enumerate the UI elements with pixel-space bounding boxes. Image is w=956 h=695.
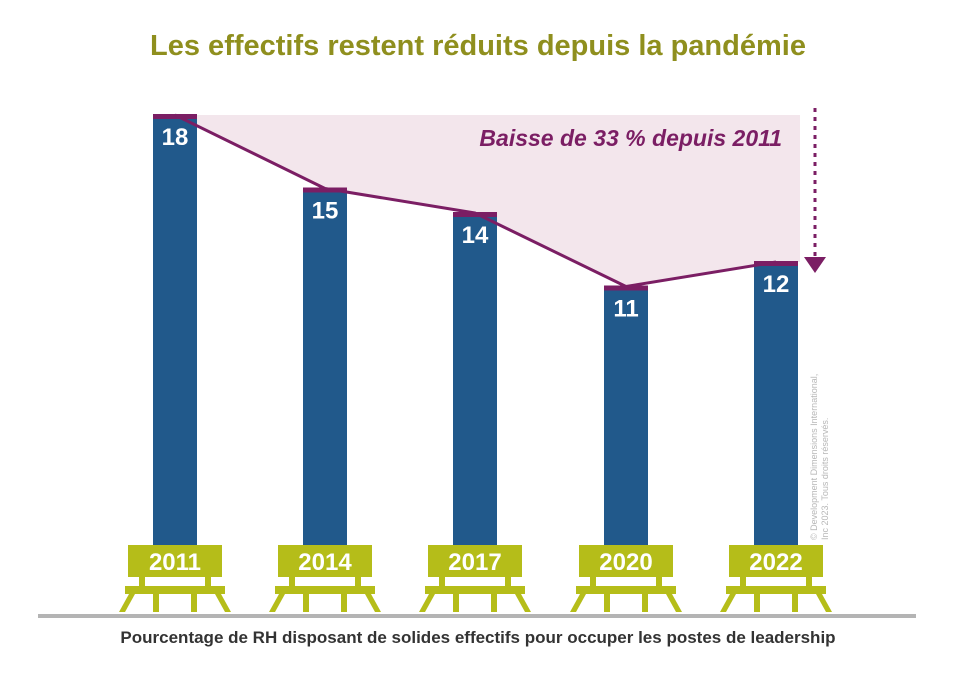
bench-leg	[666, 594, 682, 612]
bench-leg	[720, 594, 736, 612]
bench-backrest	[428, 545, 522, 577]
bench-post	[139, 577, 145, 586]
value-label-2011: 18	[162, 124, 189, 151]
bench-leg	[303, 594, 309, 612]
bench-post	[740, 577, 746, 586]
copyright-line: Inc 2023. Tous droits réservés.	[820, 418, 830, 540]
bar-2011	[153, 115, 197, 556]
bench-leg	[153, 594, 159, 612]
bench-post	[439, 577, 445, 586]
bench-backrest	[278, 545, 372, 577]
bench-2020: 2020	[570, 545, 682, 612]
bench-leg	[215, 594, 231, 612]
bench-backrest	[579, 545, 673, 577]
bench-post	[656, 577, 662, 586]
value-label-2022: 12	[763, 271, 790, 298]
baseline	[38, 614, 916, 618]
bench-leg	[604, 594, 610, 612]
bench-leg	[570, 594, 586, 612]
year-label-2022: 2022	[749, 549, 802, 576]
bench-2017: 2017	[419, 545, 531, 612]
bench-2011: 2011	[119, 545, 231, 612]
bench-backrest	[128, 545, 222, 577]
value-label-2014: 15	[312, 198, 339, 225]
bar-2017	[453, 213, 497, 556]
bench-backrest	[729, 545, 823, 577]
drop-arrow-head	[804, 257, 826, 273]
year-label-2011: 2011	[149, 549, 201, 576]
bench-post	[590, 577, 596, 586]
bench-leg	[453, 594, 459, 612]
copyright-note: © Development Dimensions International, I…	[809, 374, 830, 540]
copyright-line: © Development Dimensions International,	[809, 374, 819, 540]
bar-2014	[303, 188, 347, 556]
bench-leg	[269, 594, 285, 612]
bench-seat	[726, 586, 826, 594]
bench-post	[289, 577, 295, 586]
bench-leg	[419, 594, 435, 612]
bench-leg	[515, 594, 531, 612]
year-label-2020: 2020	[599, 549, 652, 576]
bench-leg	[341, 594, 347, 612]
year-label-2017: 2017	[448, 549, 501, 576]
bench-leg	[792, 594, 798, 612]
bench-2014: 2014	[269, 545, 381, 612]
bench-leg	[191, 594, 197, 612]
bar-2020	[604, 286, 648, 556]
value-label-2020: 11	[613, 296, 638, 323]
bench-leg	[754, 594, 760, 612]
bench-leg	[491, 594, 497, 612]
chart-x-label: Pourcentage de RH disposant de solides e…	[120, 628, 836, 647]
bench-leg	[642, 594, 648, 612]
trend-shaded-area	[175, 115, 800, 287]
bench-2022: 2022	[720, 545, 832, 612]
trend-line	[174, 113, 777, 288]
bench-seat	[425, 586, 525, 594]
bench-leg	[816, 594, 832, 612]
bench-seat	[125, 586, 225, 594]
bar-2022	[754, 262, 798, 556]
value-label-2017: 14	[462, 222, 489, 249]
bench-seat	[576, 586, 676, 594]
drop-annotation: Baisse de 33 % depuis 2011	[479, 125, 782, 151]
bench-post	[505, 577, 511, 586]
bench-leg	[365, 594, 381, 612]
bench-post	[806, 577, 812, 586]
bench-post	[205, 577, 211, 586]
bench-post	[355, 577, 361, 586]
year-label-2014: 2014	[298, 549, 352, 576]
bench-leg	[119, 594, 135, 612]
bench-seat	[275, 586, 375, 594]
chart-title: Les effectifs restent réduits depuis la …	[150, 30, 806, 62]
